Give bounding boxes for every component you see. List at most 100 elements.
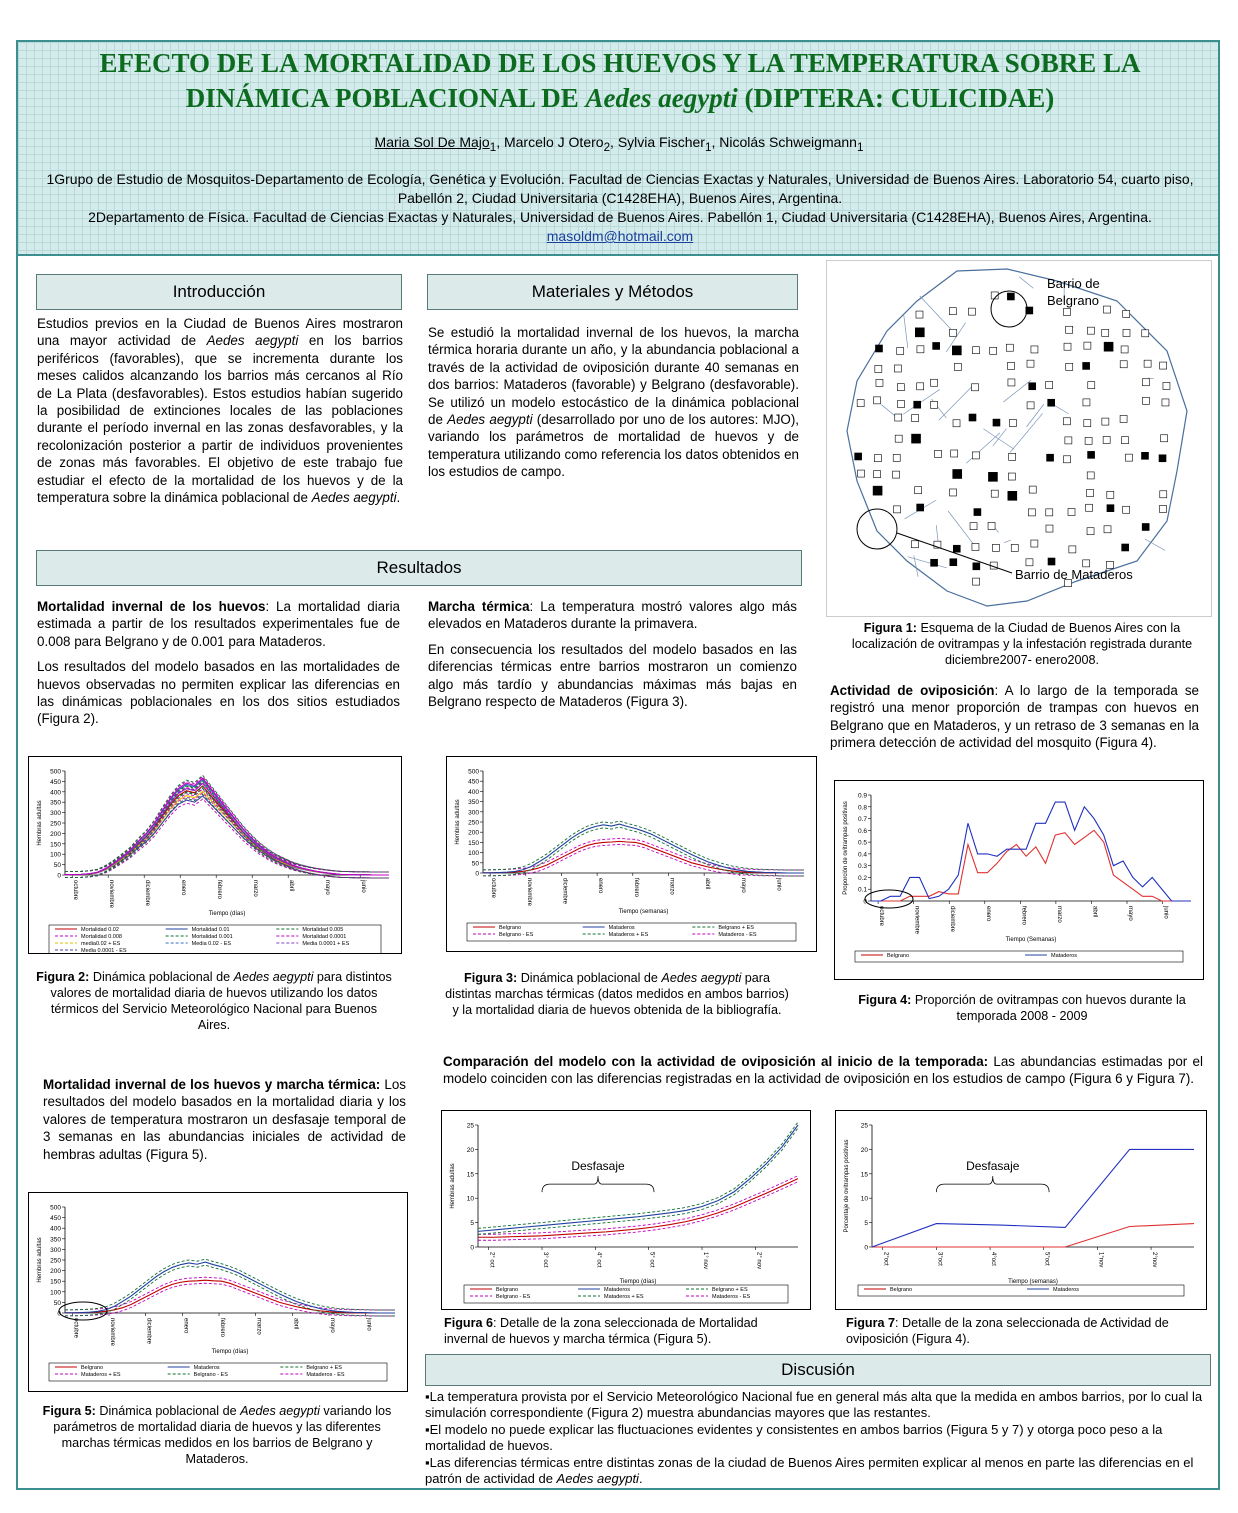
y-tick-label: 5 — [864, 1220, 868, 1227]
ovitrap-positive — [915, 327, 925, 338]
ovitrap-positive — [916, 503, 924, 512]
ovitrap-negative — [971, 543, 980, 551]
y-tick-label: 200 — [50, 831, 61, 838]
series-upper-band-1 — [483, 820, 804, 871]
x-tick-label: 1°nov — [1097, 1252, 1103, 1267]
ovitrap-negative — [1106, 491, 1115, 499]
affiliation-1: 1Grupo de Estudio de Mosquitos-Departame… — [46, 171, 1194, 206]
y-tick-label: 100 — [50, 1289, 61, 1296]
series-lower-band-1 — [483, 826, 804, 877]
ovitrap-positive — [1106, 504, 1115, 512]
x-tick-label: diciembre — [949, 906, 955, 933]
annotation-brace — [541, 1176, 655, 1193]
ovitrap-negative — [1045, 381, 1053, 389]
x-tick-label: 5°oct — [1044, 1252, 1050, 1266]
discussion-bullet-2: ▪El modelo no puede explicar las fluctua… — [425, 1421, 1163, 1454]
legend-label: Mortalidad 0.01 — [192, 927, 230, 933]
ovitrap-positive — [1046, 453, 1054, 462]
x-axis-label: Tiempo (días) — [209, 911, 246, 917]
y-axis-label: Hembras adultas — [37, 1237, 43, 1282]
ovitrap-negative — [1160, 434, 1168, 443]
x-tick-label: enero — [182, 1318, 188, 1334]
x-tick-label: noviembre — [108, 880, 114, 909]
results-thermal-text: Marcha térmica: La temperatura mostró va… — [428, 599, 798, 710]
fig2-svg: 0 50 100 150 200 250 300 350 400 450 500 Hembras ad… — [37, 769, 389, 953]
series-line-1 — [477, 1124, 799, 1232]
legend-box — [48, 1362, 388, 1382]
ovitrap-negative — [1030, 345, 1039, 354]
ovitrap-positive — [1141, 452, 1149, 460]
ovitrap-negative — [916, 382, 924, 391]
map-label-belgrano: Barrio de Belgrano — [1047, 276, 1100, 308]
legend-label: Mataderos — [1053, 1287, 1079, 1293]
discussion-bullet-3: ▪Las diferencias térmicas entre distinta… — [425, 1454, 1194, 1487]
legend-label: Mortalidad 0.005 — [302, 927, 343, 933]
ovitrap-negative — [873, 470, 881, 478]
x-tick-label: febrero — [216, 880, 222, 900]
y-tick-label: 350 — [468, 799, 479, 806]
y-tick-label: 100 — [468, 850, 479, 857]
y-tick-label: 250 — [468, 820, 479, 827]
y-tick-label: 50 — [472, 860, 480, 867]
legend-label: Mortalidad 0.02 — [81, 927, 119, 933]
ovitrap-negative — [1025, 558, 1034, 567]
y-tick-label: 200 — [50, 1268, 61, 1275]
ovitrap-positive — [872, 485, 883, 496]
y-tick-label: 0.5 — [858, 840, 867, 847]
ovitrap-negative — [1008, 452, 1016, 461]
series-lower-band-0 — [478, 1181, 799, 1241]
ovitrap-positive — [1007, 490, 1018, 501]
ovitrap-negative — [1063, 417, 1071, 426]
ovitrap-negative — [1007, 362, 1015, 370]
ovitrap-negative — [1122, 505, 1130, 514]
neighborhood-border — [992, 428, 1007, 447]
ovitrap-negative — [1067, 508, 1076, 516]
x-tick-label: abril — [288, 880, 294, 891]
legend-label: Belgrano + ES — [718, 925, 754, 931]
neighborhood-border — [994, 527, 999, 533]
x-tick-label: 2° nov — [755, 1252, 761, 1269]
ovitrap-negative — [1009, 419, 1017, 427]
x-tick-label: noviembre — [914, 906, 920, 935]
x-tick-label: abril — [704, 878, 710, 889]
ovitrap-negative — [894, 413, 903, 422]
email-link[interactable]: masoldm@hotmail.com — [546, 228, 694, 244]
annotation-label: Desfasaje — [966, 1159, 1020, 1173]
figure-5-chart: 0 50 100 150 200 250 300 350 400 450 500 Hembras ad… — [28, 1192, 408, 1392]
title-species: Aedes aegypti — [585, 83, 738, 113]
neighborhood-border — [903, 315, 909, 349]
poster-header — [18, 42, 1218, 256]
discussion-bullet-1: ▪La temperatura provista por el Servicio… — [425, 1389, 1203, 1421]
neighborhood-border — [1019, 276, 1034, 289]
mataderos-highlight — [856, 508, 898, 550]
x-axis-label: Tiempo (Semanas) — [1006, 937, 1057, 943]
poster-frame — [16, 40, 1220, 1490]
ovitrap-negative — [1101, 329, 1110, 337]
series-line-1 — [65, 1261, 395, 1314]
fig4-caption: Figura 4: Proporción de ovitrampas con h… — [858, 993, 1186, 1023]
ovitrap-positive — [1141, 523, 1150, 531]
y-tick-label: 150 — [50, 1279, 61, 1286]
neighborhood-border — [1144, 538, 1166, 551]
ovitrap-negative — [1122, 310, 1131, 318]
discussion-text: ▪La temperatura provista por el Servicio… — [425, 1389, 1211, 1487]
x-axis-label: Tiempo (semanas) — [1008, 1279, 1058, 1285]
legend-label: Mortalidad 0.001 — [192, 934, 233, 940]
x-tick-label: marzo — [252, 880, 258, 897]
results-combined-text: Mortalidad invernal de los huevos y marc… — [43, 1077, 407, 1162]
ovitrap-negative — [1119, 415, 1128, 423]
legend-label: Belgrano — [887, 953, 909, 959]
y-tick-label: 10 — [467, 1196, 475, 1203]
series-line-0 — [478, 1178, 799, 1238]
ovitrap-negative — [1063, 455, 1071, 464]
y-tick-label: 450 — [50, 1215, 61, 1222]
title-line-2c: (DIPTERA: CULICIDAE) — [737, 83, 1055, 113]
ovitrap-negative — [950, 449, 959, 458]
legend-label: Media 0.02 - ES — [192, 941, 232, 947]
poster-title: EFECTO DE LA MORTALIDAD DE LOS HUEVOS Y … — [20, 46, 1220, 116]
author-4: , Nicolás Schweigmann — [711, 134, 857, 150]
ovitrap-positive — [1087, 451, 1095, 459]
ovitrap-negative — [897, 383, 905, 391]
y-axis-label: Hembras adultas — [455, 799, 461, 844]
x-tick-label: marzo — [1056, 906, 1062, 923]
